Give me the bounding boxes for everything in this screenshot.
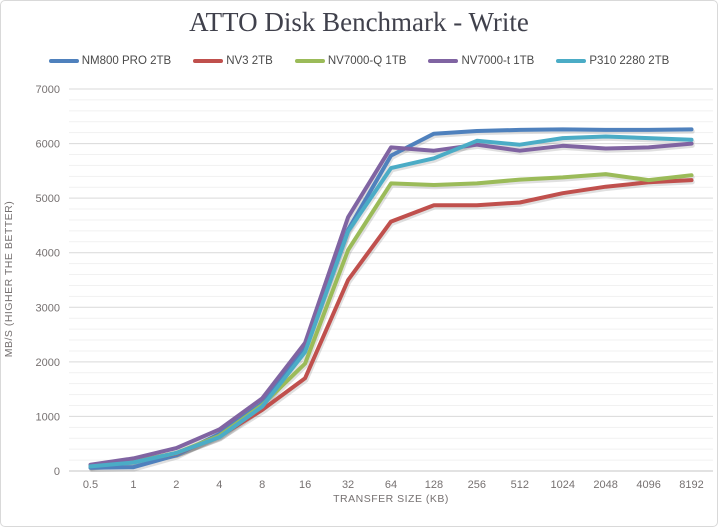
x-tick-label: 2: [173, 479, 179, 491]
y-tick-label: 3000: [36, 302, 60, 314]
legend-label: NM800 PRO 2TB: [81, 55, 172, 67]
y-tick-label: 7000: [36, 84, 60, 96]
legend-item: NV7000-Q 1TB: [294, 55, 407, 67]
legend-label: NV7000-Q 1TB: [327, 55, 407, 67]
x-tick-label: 8192: [679, 479, 703, 491]
legend-swatch-icon: [193, 59, 224, 63]
x-tick-label: 4096: [636, 479, 660, 491]
series-line-p310-2280-2tb: [88, 134, 694, 469]
legend: NM800 PRO 2TB NV3 2TB NV7000-Q 1TB NV7000-t…: [1, 55, 717, 67]
x-axis-title: TRANSFER SIZE (KB): [333, 493, 449, 505]
y-tick-label: 2000: [36, 357, 60, 369]
legend-swatch-icon: [48, 59, 79, 63]
y-tick-label: 6000: [36, 139, 60, 151]
x-tick-label: 32: [342, 479, 354, 491]
x-tick-label: 0.5: [83, 479, 98, 491]
y-tick-label: 1000: [36, 411, 60, 423]
series-shadow: [89, 179, 695, 471]
x-tick-label: 1024: [550, 479, 574, 491]
x-tick-label: 512: [511, 479, 529, 491]
legend-swatch-icon: [428, 59, 459, 63]
series-line-nv7000-t-1tb: [88, 141, 694, 467]
x-tick-label: 256: [468, 479, 486, 491]
legend-label: NV3 2TB: [226, 55, 273, 67]
legend-item: NV7000-t 1TB: [428, 55, 534, 67]
chart-title: ATTO Disk Benchmark - Write: [189, 7, 529, 37]
legend-swatch-icon: [294, 59, 325, 63]
series-shadow: [89, 143, 695, 469]
legend-item: NV3 2TB: [193, 55, 273, 67]
x-tick-label: 128: [425, 479, 443, 491]
series-line-nm800-pro-2tb: [88, 127, 694, 470]
y-tick-label: 4000: [36, 248, 60, 260]
x-tick-label: 2048: [593, 479, 617, 491]
x-tick-label: 16: [299, 479, 311, 491]
legend-swatch-icon: [556, 59, 587, 63]
x-tick-label: 64: [385, 479, 397, 491]
x-tick-label: 8: [259, 479, 265, 491]
legend-item: P310 2280 2TB: [556, 55, 669, 67]
legend-item: NM800 PRO 2TB: [48, 55, 172, 67]
series-line-nv7000-q-1tb: [88, 172, 694, 469]
series-line-nv3-2tb: [88, 178, 694, 468]
legend-label: NV7000-t 1TB: [461, 55, 535, 67]
x-tick-label: 1: [130, 479, 136, 491]
y-tick-label: 0: [54, 466, 60, 478]
legend-label: P310 2280 2TB: [589, 55, 670, 67]
x-tick-label: 4: [216, 479, 222, 491]
y-axis-title: MB/S (HIGHER THE BETTER): [3, 200, 15, 358]
y-tick-label: 5000: [36, 193, 60, 205]
